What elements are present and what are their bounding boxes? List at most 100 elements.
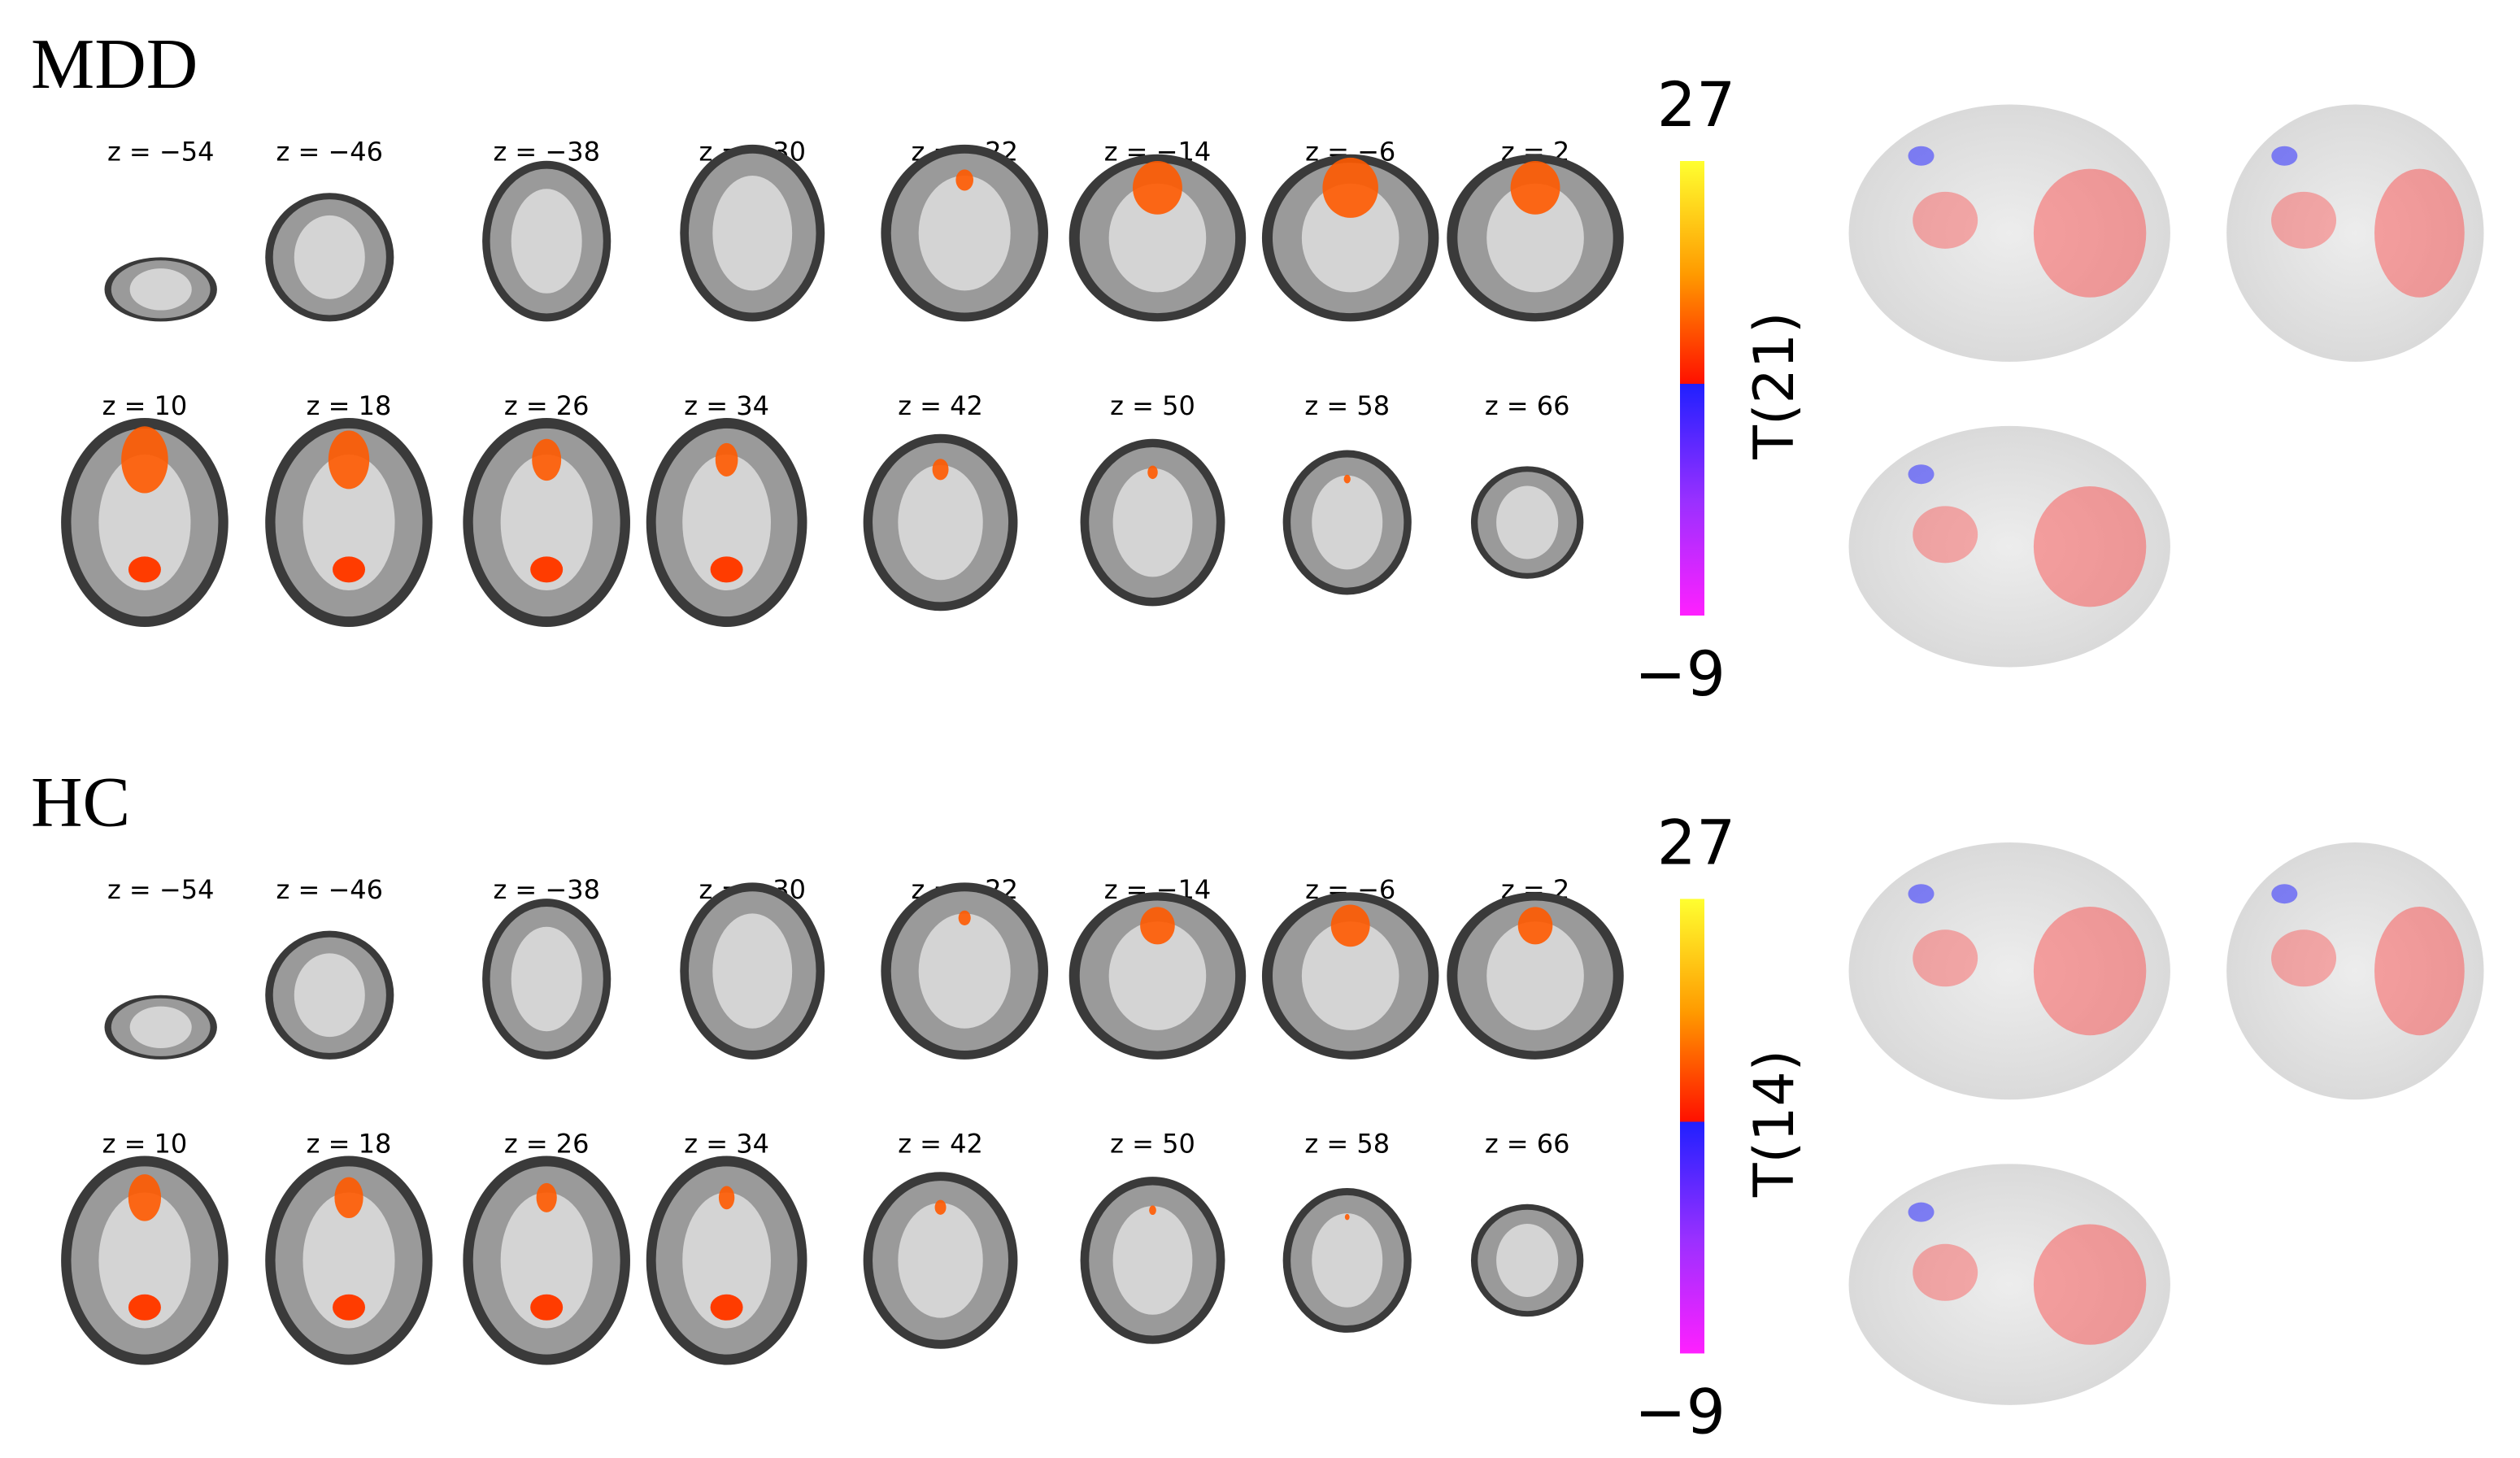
brain-white xyxy=(1496,485,1559,559)
brain-white xyxy=(898,1203,983,1318)
colorbar-max: 27 xyxy=(1657,806,1736,878)
activation xyxy=(128,1294,161,1321)
activation xyxy=(710,556,743,583)
glass-activation xyxy=(2033,168,2147,298)
activation xyxy=(128,1174,162,1221)
glass-activation xyxy=(1913,506,1978,564)
activation xyxy=(1132,161,1182,215)
brain-white xyxy=(1486,183,1584,293)
brain-white xyxy=(302,1192,395,1329)
slice-label: z = 50 xyxy=(1110,390,1195,421)
activation xyxy=(958,910,971,926)
brain-white xyxy=(294,953,365,1038)
glass-activation xyxy=(1913,1243,1978,1301)
brain-white xyxy=(712,175,793,291)
slice-label: z = 26 xyxy=(504,390,590,421)
brain-white xyxy=(918,913,1011,1029)
brain-white xyxy=(1108,183,1207,293)
activation xyxy=(128,556,161,583)
brain-white xyxy=(129,1006,192,1049)
activation xyxy=(530,556,564,583)
brain-white xyxy=(500,454,593,591)
slice-label: z = −46 xyxy=(276,874,383,905)
glass-deactivation xyxy=(2271,146,2298,166)
slice-label: z = 50 xyxy=(1110,1129,1195,1160)
brain-white xyxy=(511,189,582,294)
activation xyxy=(1322,157,1378,218)
panel-title: MDD xyxy=(31,25,198,104)
colorbar xyxy=(1680,899,1704,1354)
activation xyxy=(333,1294,366,1321)
activation xyxy=(536,1182,557,1212)
glass-brain xyxy=(2226,842,2484,1100)
colorbar-axis-label: T(14) xyxy=(1743,1050,1807,1198)
activation xyxy=(1147,465,1158,480)
brain-white xyxy=(712,913,793,1029)
brain-white xyxy=(1312,475,1383,570)
slice-label: z = −46 xyxy=(276,137,383,168)
glass-activation xyxy=(2271,191,2337,249)
slice-label: z = 66 xyxy=(1485,390,1570,421)
brain-white xyxy=(1312,1213,1383,1308)
slice-label: z = 10 xyxy=(102,1129,188,1160)
glass-brain xyxy=(1848,842,2170,1100)
activation xyxy=(1140,907,1175,945)
activation xyxy=(1330,904,1370,947)
glass-brain xyxy=(2226,104,2484,362)
colorbar xyxy=(1680,161,1704,616)
brain-white xyxy=(918,175,1011,291)
slice-label: z = 42 xyxy=(898,1129,983,1160)
brain-white xyxy=(682,1192,771,1329)
slice-label: z = −54 xyxy=(107,137,214,168)
glass-brain xyxy=(1848,1164,2170,1405)
glass-deactivation xyxy=(2271,884,2298,904)
activation xyxy=(1510,161,1560,215)
brain-white xyxy=(98,1192,191,1329)
activation xyxy=(932,459,949,481)
activation xyxy=(121,426,168,494)
brain-white xyxy=(511,926,582,1032)
brain-white xyxy=(1486,921,1584,1030)
slice-label: z = 42 xyxy=(898,390,983,421)
colorbar-min: −9 xyxy=(1634,638,1726,710)
slice-label: z = −54 xyxy=(107,874,214,905)
slice-label: z = 58 xyxy=(1304,390,1390,421)
brain-white xyxy=(1301,183,1399,293)
brain-white xyxy=(294,215,365,299)
glass-activation xyxy=(2033,486,2147,607)
activation xyxy=(955,169,973,191)
brain-white xyxy=(1112,468,1193,577)
activation xyxy=(1344,1213,1350,1221)
activation xyxy=(710,1294,743,1321)
brain-white xyxy=(1301,921,1399,1030)
slice-label: z = 18 xyxy=(307,390,392,421)
brain-white xyxy=(302,454,395,591)
glass-deactivation xyxy=(1908,884,1935,904)
slice-label: z = 10 xyxy=(102,390,188,421)
activation xyxy=(532,438,562,481)
panel-title: HC xyxy=(31,763,130,842)
slice-label: z = 34 xyxy=(684,390,769,421)
brain-white xyxy=(1112,1206,1193,1315)
slice-label: z = 26 xyxy=(504,1129,590,1160)
colorbar-axis-label: T(21) xyxy=(1743,311,1807,459)
activation xyxy=(1149,1205,1156,1216)
activation xyxy=(530,1294,564,1321)
activation xyxy=(333,556,366,583)
activation xyxy=(328,430,370,490)
brain-white xyxy=(1108,921,1207,1030)
activation xyxy=(715,442,738,477)
activation xyxy=(934,1199,947,1215)
glass-deactivation xyxy=(1908,1202,1935,1222)
brain-white xyxy=(1496,1223,1559,1297)
glass-activation xyxy=(1913,929,1978,987)
glass-activation xyxy=(2374,907,2465,1036)
activation xyxy=(718,1186,735,1210)
brain-white xyxy=(682,454,771,591)
glass-deactivation xyxy=(1908,464,1935,485)
glass-activation xyxy=(2033,907,2147,1036)
slice-label: z = 58 xyxy=(1304,1129,1390,1160)
brain-white xyxy=(129,268,192,311)
slice-label: z = 66 xyxy=(1485,1129,1570,1160)
